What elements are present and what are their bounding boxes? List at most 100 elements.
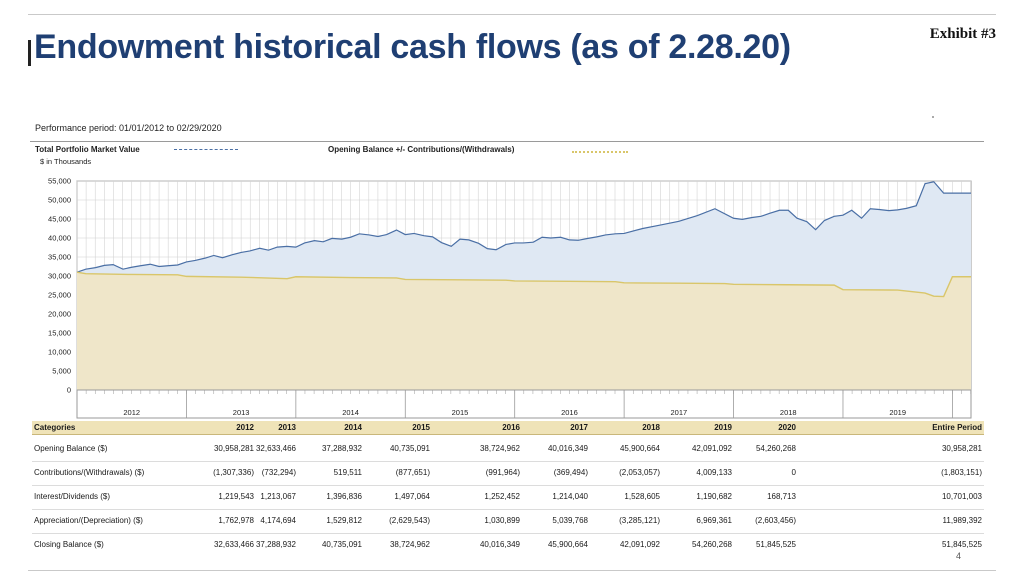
table-cell: (2,603,456) — [755, 516, 796, 525]
table-header-cell: 2017 — [570, 423, 588, 432]
table-cell: 51,845,525 — [941, 540, 982, 549]
table-header-cell: 2016 — [502, 423, 520, 432]
table-cell: 38,724,962 — [389, 540, 430, 549]
table-header-cell: 2019 — [714, 423, 732, 432]
table-cell: 45,900,664 — [547, 540, 588, 549]
row-separator — [32, 485, 984, 486]
table-cell: 1,219,543 — [218, 492, 254, 501]
y-tick-label: 50,000 — [48, 196, 71, 205]
table-cell: 0 — [791, 468, 796, 477]
table-cell: 1,214,040 — [552, 492, 588, 501]
table-cell: 40,735,091 — [389, 444, 430, 453]
table-cell: 37,288,932 — [321, 444, 362, 453]
table-cell: 1,529,812 — [326, 516, 362, 525]
table-row: Appreciation/(Depreciation) ($) 1,762,978… — [32, 513, 984, 529]
opening-balance-area — [77, 272, 971, 390]
table-cell: 11,989,392 — [942, 516, 982, 525]
table-cell: (2,053,057) — [619, 468, 660, 477]
y-tick-label: 0 — [67, 386, 71, 395]
title-accent-bar — [28, 40, 31, 66]
market-value-line — [76, 181, 971, 273]
y-tick-label: 40,000 — [48, 234, 71, 243]
table-cell: 1,252,452 — [484, 492, 520, 501]
table-cell: 54,260,268 — [755, 444, 796, 453]
table-cell: 40,016,349 — [479, 540, 520, 549]
exhibit-label: Exhibit #3 — [929, 26, 996, 42]
y-tick-label: 55,000 — [48, 177, 71, 186]
table-cell: 1,396,836 — [326, 492, 362, 501]
top-rule — [28, 14, 996, 15]
table-cell: (1,803,151) — [941, 468, 982, 477]
x-tick-label: 2013 — [233, 408, 250, 417]
table-cell: (1,307,336) — [213, 468, 254, 477]
x-tick-label: 2016 — [561, 408, 578, 417]
x-axis-band — [76, 389, 972, 419]
y-tick-label: 35,000 — [48, 253, 71, 262]
page-title: Endowment historical cash flows (as of 2… — [34, 28, 791, 66]
table-cell: 30,958,281 — [941, 444, 982, 453]
table-row: Contributions/(Withdrawals) ($) (1,307,33… — [32, 465, 984, 481]
table-cell: 38,724,962 — [479, 444, 520, 453]
table-cell: 1,030,899 — [484, 516, 520, 525]
row-separator — [32, 509, 984, 510]
table-cell: 42,091,092 — [691, 444, 732, 453]
row-label: Appreciation/(Depreciation) ($) — [34, 516, 143, 525]
legend-balance-swatch — [572, 151, 628, 153]
table-cell: 519,511 — [333, 468, 362, 477]
y-tick-label: 45,000 — [48, 215, 71, 224]
table-cell: 40,735,091 — [321, 540, 362, 549]
y-tick-label: 20,000 — [48, 310, 71, 319]
opening-balance-line — [76, 271, 971, 298]
table-cell: 168,713 — [767, 492, 796, 501]
y-tick-label: 10,000 — [48, 348, 71, 357]
table-cell: 1,762,978 — [218, 516, 254, 525]
table-header-cell: 2014 — [344, 423, 362, 432]
units-label: $ in Thousands — [40, 157, 92, 166]
table-header-cell: 2020 — [778, 423, 796, 432]
y-tick-label: 25,000 — [48, 291, 71, 300]
table-header-cell: 2012 — [236, 423, 254, 432]
legend-market-swatch — [174, 149, 238, 150]
row-label: Contributions/(Withdrawals) ($) — [34, 468, 145, 477]
table-cell: (991,964) — [485, 468, 520, 477]
table-cell: 5,039,768 — [552, 516, 588, 525]
table-header-cell: Categories — [34, 423, 76, 432]
table-cell: 10,701,003 — [941, 492, 982, 501]
row-separator — [32, 533, 984, 534]
performance-period: Performance period: 01/01/2012 to 02/29/… — [35, 123, 222, 133]
table-cell: 54,260,268 — [691, 540, 732, 549]
row-label: Interest/Dividends ($) — [34, 492, 111, 501]
x-tick-label: 2014 — [342, 408, 359, 417]
table-cell: 4,174,694 — [260, 516, 296, 525]
row-label: Closing Balance ($) — [34, 540, 104, 549]
table-cell: 42,091,092 — [619, 540, 660, 549]
table-cell: 45,900,664 — [619, 444, 660, 453]
table-cell: 40,016,349 — [547, 444, 588, 453]
y-tick-label: 5,000 — [52, 367, 71, 376]
legend-market-value: Total Portfolio Market Value — [35, 145, 140, 154]
table-row: Closing Balance ($) 32,633,466 37,288,932 4… — [32, 537, 984, 553]
table-cell: (369,494) — [553, 468, 588, 477]
y-tick-label: 15,000 — [48, 329, 71, 338]
x-tick-label: 2018 — [780, 408, 797, 417]
stray-dot — [932, 116, 934, 118]
table-header-cell: 2013 — [278, 423, 296, 432]
x-tick-label: 2017 — [670, 408, 687, 417]
table-cell: 6,969,361 — [696, 516, 732, 525]
page-number: 4 — [956, 551, 962, 561]
table-header-cell: 2018 — [642, 423, 660, 432]
table-row: Interest/Dividends ($) 1,219,543 1,213,067… — [32, 489, 984, 505]
table-cell: 30,958,281 — [213, 444, 254, 453]
row-separator — [32, 461, 984, 462]
row-label: Opening Balance ($) — [34, 444, 108, 453]
x-tick-label: 2012 — [123, 408, 140, 417]
table-cell: 4,009,133 — [696, 468, 732, 477]
y-tick-label: 30,000 — [48, 272, 71, 281]
cash-flow-chart: 55,000 50,000 45,000 40,000 35,000 30,000 25,0… — [48, 177, 972, 419]
table-cell: 1,190,682 — [696, 492, 732, 501]
period-divider — [30, 141, 984, 142]
table-cell: 51,845,525 — [755, 540, 796, 549]
table-cell: 32,633,466 — [213, 540, 254, 549]
table-header-cell: 2015 — [412, 423, 430, 432]
table-cell: (2,629,543) — [389, 516, 430, 525]
